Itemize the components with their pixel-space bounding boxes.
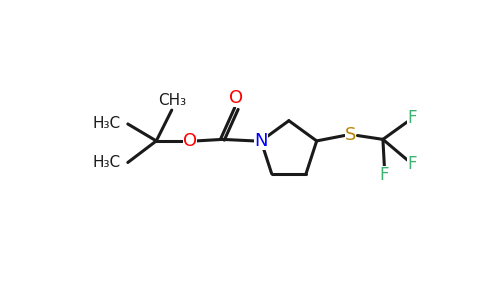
Text: H₃C: H₃C: [93, 116, 121, 131]
Text: O: O: [229, 89, 243, 107]
Text: O: O: [183, 132, 197, 150]
Text: F: F: [379, 166, 389, 184]
Text: N: N: [254, 132, 268, 150]
Text: F: F: [408, 109, 417, 127]
Text: F: F: [408, 155, 417, 173]
Text: H₃C: H₃C: [93, 155, 121, 170]
Text: CH₃: CH₃: [158, 93, 186, 108]
Text: S: S: [345, 126, 356, 144]
